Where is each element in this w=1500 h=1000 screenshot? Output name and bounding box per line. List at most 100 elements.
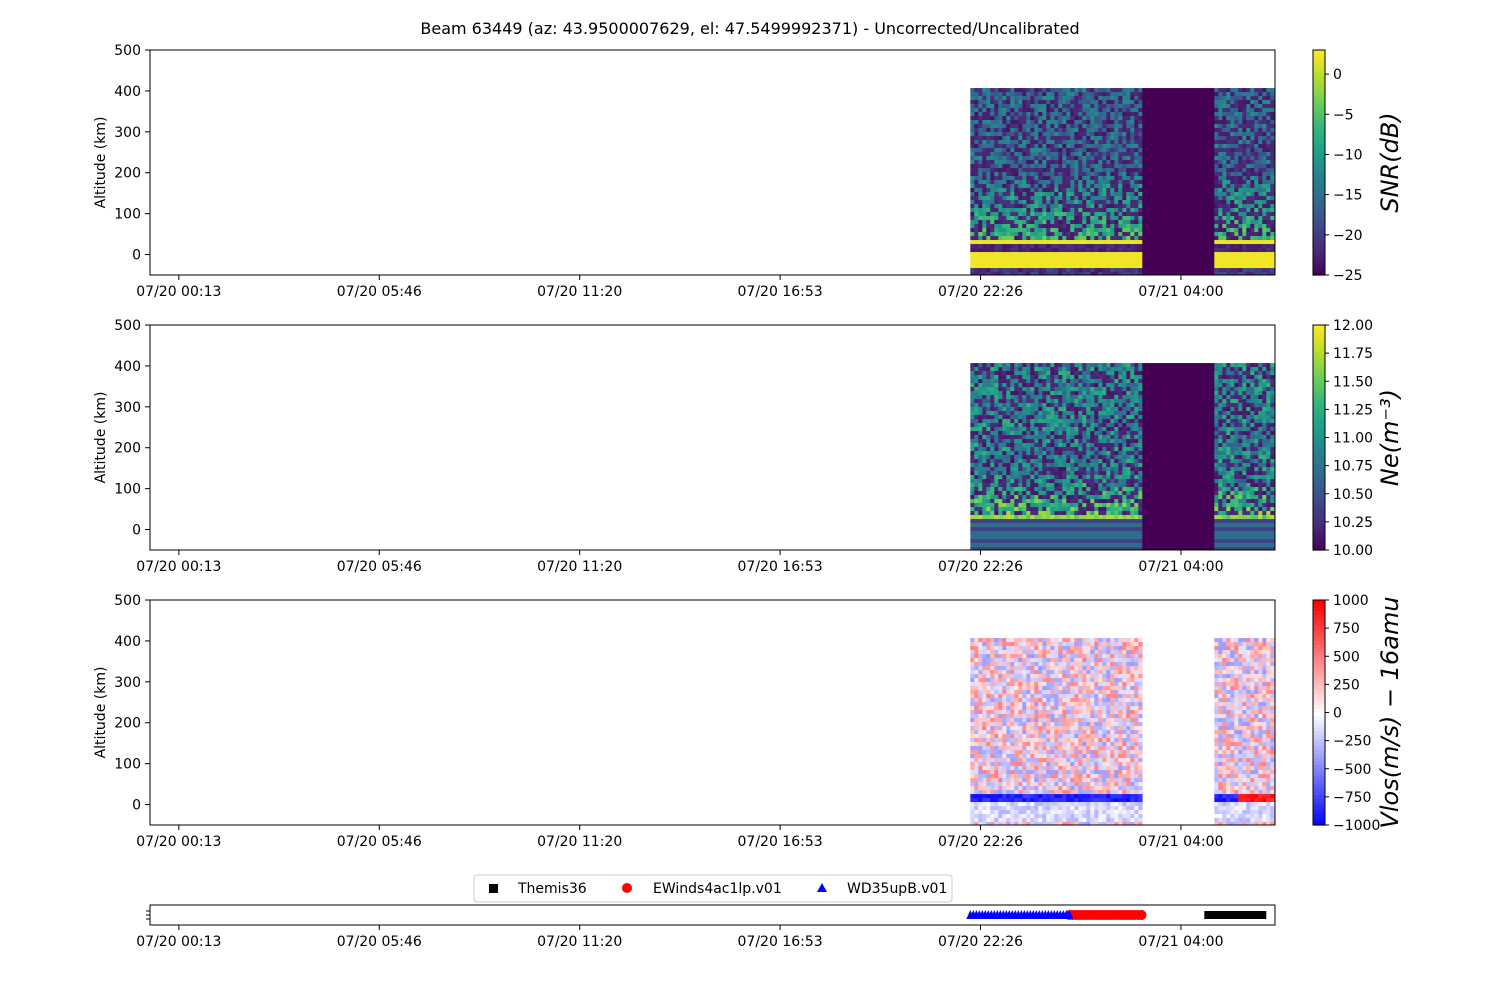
ne-colorbar-label: Ne(m⁻³) [1376, 389, 1404, 486]
ne-colorbar-tick-label-5: 11.25 [1333, 402, 1373, 418]
ne-colorbar-tick-label-7: 11.75 [1333, 346, 1373, 362]
vlos-colorbar-tick-label-7: −750 [1333, 790, 1371, 806]
ne-colorbar-tick-label-2: 10.50 [1333, 487, 1373, 503]
snr-xtick-label-3: 07/20 16:53 [738, 284, 823, 300]
vlos-ylabel: Altitude (km) [93, 667, 109, 759]
vlos-ytick-label-2: 200 [114, 716, 141, 732]
snr-xtick-label-1: 07/20 05:46 [337, 284, 422, 300]
snr-ytick-label-1: 100 [114, 207, 141, 223]
timeline-xtick-label-1: 07/20 05:46 [337, 934, 422, 950]
panel-vlos: 0 100 200 300 400 500 Altitude (km) 07/20 00:13… [93, 593, 1404, 850]
snr-colorbar-frame [1312, 49, 1326, 276]
legend-frame [473, 874, 953, 903]
ne-ytick-label-0: 0 [132, 523, 141, 539]
ne-colorbar: 10.00 10.25 10.50 10.75 11.00 11.25 11.50 11.75… [1312, 318, 1404, 559]
panel-ne: 0 100 200 300 400 500 Altitude (km) 07/20 00:13… [93, 318, 1404, 575]
vlos-colorbar: 1000 750 500 250 0 −250 −500 −750 −1000Vlos(m/s)… [1312, 593, 1404, 834]
ne-colorbar-tick-label-1: 10.25 [1333, 515, 1373, 531]
vlos-xtick-label-2: 07/20 11:20 [537, 834, 622, 850]
timeline-xtick-label-5: 07/21 04:00 [1138, 934, 1223, 950]
ne-colorbar-tick-label-4: 11.00 [1333, 431, 1373, 447]
vlos-ytick-label-5: 500 [114, 593, 141, 609]
timeline-xtick-label-4: 07/20 22:26 [938, 934, 1023, 950]
legend-marker-circle [622, 883, 632, 893]
snr-ytick-label-0: 0 [132, 248, 141, 264]
vlos-xtick-label-0: 07/20 00:13 [136, 834, 221, 850]
snr-colorbar-label: SNR(dB) [1376, 112, 1404, 212]
ne-colorbar-tick-label-3: 10.75 [1333, 459, 1373, 475]
vlos-colorbar-label: Vlos(m/s) − 16amu [1376, 596, 1404, 828]
ne-ylabel: Altitude (km) [93, 392, 109, 484]
timeline-xtick-label-2: 07/20 11:20 [537, 934, 622, 950]
vlos-colorbar-tick-label-8: −1000 [1333, 818, 1380, 834]
snr-colorbar-tick-label-4: −20 [1333, 228, 1363, 244]
vlos-colorbar-tick-label-5: −250 [1333, 734, 1371, 750]
timeline-xtick-label-3: 07/20 16:53 [738, 934, 823, 950]
ne-heatmap [970, 363, 1275, 550]
vlos-xtick-label-1: 07/20 05:46 [337, 834, 422, 850]
timeline-series-2 [966, 910, 1074, 919]
panel-snr: 0 100 200 300 400 500 Altitude (km) 07/20 00:13… [93, 43, 1404, 300]
panel-timeline: 07/20 00:13 07/20 05:46 07/20 11:20 07/20 1… [136, 874, 1276, 950]
snr-axes-frame [149, 49, 1276, 276]
ne-ytick-label-1: 100 [114, 482, 141, 498]
timeline-series-1 [1064, 910, 1147, 920]
vlos-colorbar-tick-label-1: 750 [1333, 621, 1360, 637]
ne-ytick-label-3: 300 [114, 400, 141, 416]
timeline-xtick-label-0: 07/20 00:13 [136, 934, 221, 950]
ne-colorbar-tick-label-6: 11.50 [1333, 374, 1373, 390]
vlos-ytick-label-0: 0 [132, 798, 141, 814]
snr-colorbar-tick-label-3: −15 [1333, 188, 1363, 204]
vlos-colorbar-tick-label-2: 500 [1333, 649, 1360, 665]
timeline-series-0 [1204, 911, 1267, 919]
ne-colorbar-tick-label-8: 12.00 [1333, 318, 1373, 334]
snr-xtick-label-2: 07/20 11:20 [537, 284, 622, 300]
ne-xtick-label-4: 07/20 22:26 [938, 559, 1023, 575]
snr-ytick-label-5: 500 [114, 43, 141, 59]
timeline-point [1136, 910, 1147, 920]
vlos-colorbar-tick-label-4: 0 [1333, 706, 1342, 722]
legend-marker-square [489, 884, 498, 893]
vlos-xtick-label-4: 07/20 22:26 [938, 834, 1023, 850]
timeline-point [1065, 910, 1074, 919]
ne-xtick-label-2: 07/20 11:20 [537, 559, 622, 575]
snr-ytick-label-2: 200 [114, 166, 141, 182]
vlos-colorbar-tick-label-0: 1000 [1333, 593, 1369, 609]
ne-axes-frame [149, 324, 1276, 551]
timeline-point [1258, 911, 1267, 919]
snr-colorbar-tick-label-1: −5 [1333, 107, 1354, 123]
vlos-ytick-label-1: 100 [114, 757, 141, 773]
vlos-axes-frame [149, 599, 1276, 826]
snr-xtick-label-5: 07/21 04:00 [1138, 284, 1223, 300]
snr-ylabel: Altitude (km) [93, 117, 109, 209]
ne-ytick-label-2: 200 [114, 441, 141, 457]
snr-colorbar-tick-label-5: −25 [1333, 268, 1363, 284]
snr-xtick-label-0: 07/20 00:13 [136, 284, 221, 300]
vlos-heatmap [970, 638, 1275, 825]
vlos-ytick-label-3: 300 [114, 675, 141, 691]
vlos-xtick-label-3: 07/20 16:53 [738, 834, 823, 850]
ne-xtick-label-1: 07/20 05:46 [337, 559, 422, 575]
vlos-colorbar-tick-label-6: −500 [1333, 762, 1371, 778]
snr-ytick-label-3: 300 [114, 125, 141, 141]
vlos-colorbar-tick-label-3: 250 [1333, 677, 1360, 693]
snr-heatmap [970, 88, 1275, 275]
legend: Themis36 EWinds4ac1lp.v01 WD35upB.v01 [473, 874, 953, 903]
ne-colorbar-tick-label-0: 10.00 [1333, 543, 1373, 559]
ne-xtick-label-3: 07/20 16:53 [738, 559, 823, 575]
ne-xtick-label-0: 07/20 00:13 [136, 559, 221, 575]
panels: 0 100 200 300 400 500 Altitude (km) 07/20 00:13… [93, 43, 1404, 950]
figure-title: Beam 63449 (az: 43.9500007629, el: 47.54… [420, 19, 1079, 38]
legend-label-0: Themis36 [517, 881, 587, 897]
snr-ytick-label-4: 400 [114, 84, 141, 100]
snr-xtick-label-4: 07/20 22:26 [938, 284, 1023, 300]
ne-ytick-label-4: 400 [114, 359, 141, 375]
snr-colorbar-tick-label-2: −10 [1333, 147, 1363, 163]
ne-ytick-label-5: 500 [114, 318, 141, 334]
snr-colorbar-tick-label-0: 0 [1333, 67, 1342, 83]
vlos-ytick-label-4: 400 [114, 634, 141, 650]
vlos-xtick-label-5: 07/21 04:00 [1138, 834, 1223, 850]
snr-colorbar: 0 −5 −10 −15 −20 −25 SNR(dB) [1312, 49, 1404, 284]
legend-label-1: EWinds4ac1lp.v01 [653, 881, 782, 897]
